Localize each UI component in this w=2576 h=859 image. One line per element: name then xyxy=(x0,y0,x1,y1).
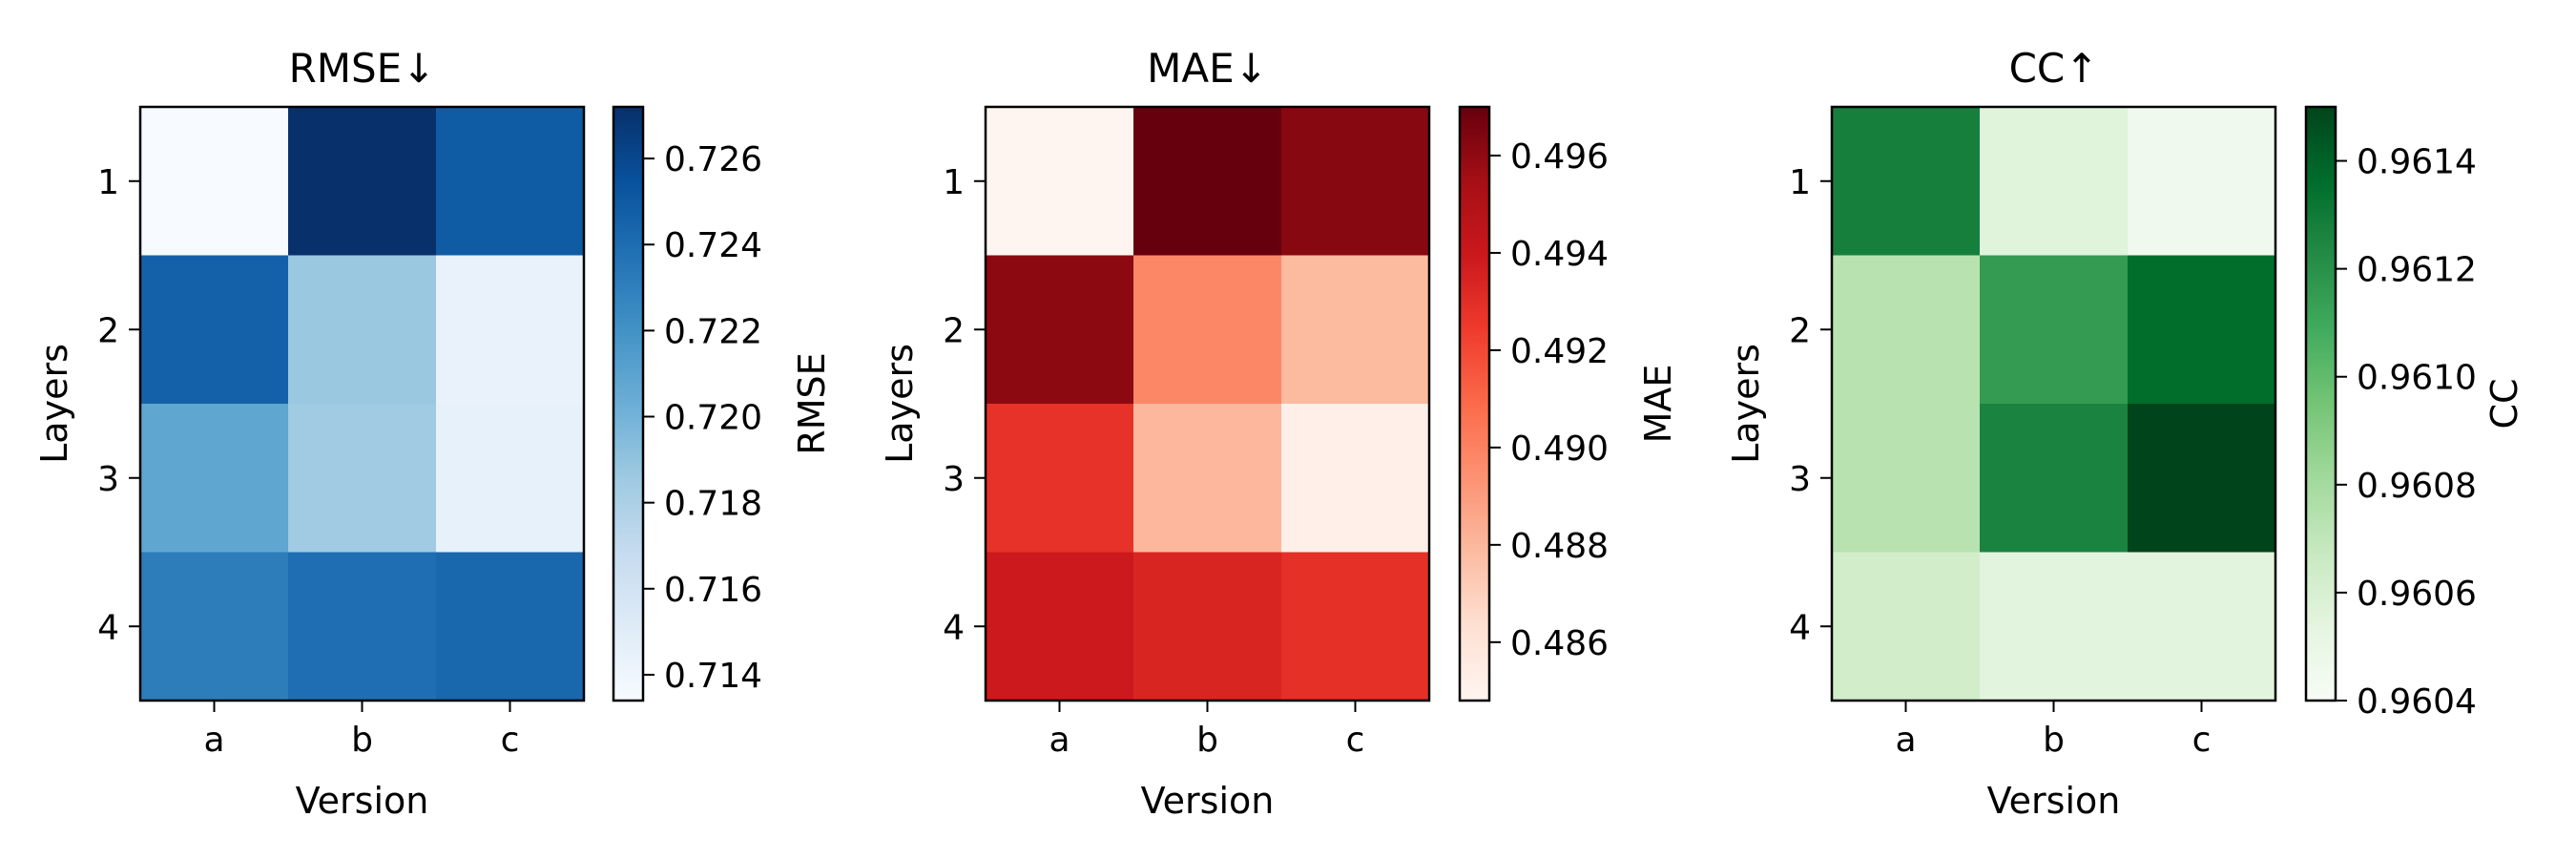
y-axis-label: Layers xyxy=(33,344,75,464)
colorbar-frame xyxy=(612,105,645,702)
heatmap-cell-r4-c1 xyxy=(140,552,289,702)
colorbar-tick-label: 0.726 xyxy=(664,140,762,179)
x-axis-label: Version xyxy=(1987,780,2121,822)
x-tick-label-a: a xyxy=(203,721,224,760)
heatmap-cell-r1-c2 xyxy=(1980,107,2129,257)
y-tick-label-2: 2 xyxy=(1789,311,1811,350)
colorbar-label: CC xyxy=(2483,378,2525,429)
y-tick-label-3: 3 xyxy=(943,460,965,499)
heatmap-cell-r2-c2 xyxy=(288,255,437,405)
heatmap-cell-r1-c3 xyxy=(1281,107,1430,257)
x-tick-label-c: c xyxy=(1346,721,1365,760)
heatmap-cell-r2-c1 xyxy=(140,255,289,405)
y-axis-label: Layers xyxy=(879,344,921,464)
y-tick-label-4: 4 xyxy=(1789,608,1811,647)
heatmap-cell-r1-c1 xyxy=(986,107,1134,257)
colorbar-frame xyxy=(1458,105,1491,702)
heatmap-cell-r3-c2 xyxy=(288,404,437,554)
heatmap-cell-r4-c3 xyxy=(436,552,585,702)
heatmap-cell-r2-c2 xyxy=(1133,255,1282,405)
x-tick-label-a: a xyxy=(1049,721,1070,760)
colorbar-tick-label: 0.494 xyxy=(1510,235,1609,274)
heatmap-cell-r4-c1 xyxy=(986,552,1134,702)
heatmap-cell-r4-c2 xyxy=(1980,552,2129,702)
heatmap-cell-r2-c1 xyxy=(1832,255,1981,405)
colorbar-tick-label: 0.492 xyxy=(1510,332,1609,371)
colorbar-tick-label: 0.722 xyxy=(664,312,762,351)
colorbar-label: MAE xyxy=(1637,365,1679,444)
x-axis-label: Version xyxy=(1141,780,1275,822)
colorbar-tick-label: 0.9612 xyxy=(2357,251,2477,290)
heatmap-cell-r2-c1 xyxy=(986,255,1134,405)
x-tick-label-b: b xyxy=(2043,721,2065,760)
colorbar-tick-label: 0.720 xyxy=(664,399,762,438)
colorbar-tick-label: 0.496 xyxy=(1510,137,1609,177)
chart-title: CC↑ xyxy=(2009,45,2099,92)
colorbar-tick-label: 0.9610 xyxy=(2357,359,2477,398)
heatmap-cell-r3-c3 xyxy=(2128,404,2276,554)
x-axis-label: Version xyxy=(296,780,429,822)
colorbar-tick-label: 0.488 xyxy=(1510,527,1609,566)
colorbar-frame xyxy=(2304,105,2337,702)
heatmap-cell-r3-c3 xyxy=(1281,404,1430,554)
y-tick-label-4: 4 xyxy=(943,608,965,647)
colorbar xyxy=(1460,107,1489,701)
heatmap-cell-r2-c3 xyxy=(436,255,585,405)
colorbar xyxy=(613,107,643,701)
y-tick-label-1: 1 xyxy=(1789,163,1811,202)
colorbar-tick-label: 0.9606 xyxy=(2357,575,2477,614)
y-tick-label-1: 1 xyxy=(943,163,965,202)
heatmap-cell-r4-c1 xyxy=(1832,552,1981,702)
y-tick-label-1: 1 xyxy=(97,163,119,202)
y-tick-label-3: 3 xyxy=(97,460,119,499)
heatmap-cell-r3-c2 xyxy=(1133,404,1282,554)
colorbar-tick-label: 0.9608 xyxy=(2357,467,2477,506)
heatmap-cell-r2-c3 xyxy=(2128,255,2276,405)
y-tick-label-3: 3 xyxy=(1789,460,1811,499)
colorbar-tick-label: 0.718 xyxy=(664,485,762,524)
heatmap-cell-r1-c1 xyxy=(140,107,289,257)
x-tick-label-c: c xyxy=(2192,721,2212,760)
heatmap-cell-r3-c1 xyxy=(140,404,289,554)
heatmap-cell-r3-c1 xyxy=(986,404,1134,554)
colorbar-tick-label: 0.714 xyxy=(664,657,762,696)
colorbar-tick-label: 0.724 xyxy=(664,226,762,265)
y-axis-label: Layers xyxy=(1725,344,1767,464)
colorbar-tick-label: 0.486 xyxy=(1510,624,1609,663)
chart-title: RMSE↓ xyxy=(289,45,436,92)
colorbar-label: RMSE xyxy=(791,352,833,454)
heatmap-cell-r3-c3 xyxy=(436,404,585,554)
y-tick-label-2: 2 xyxy=(943,311,965,350)
heatmap-cell-r4-c3 xyxy=(2128,552,2276,702)
x-tick-label-b: b xyxy=(351,721,373,760)
colorbar-tick-label: 0.490 xyxy=(1510,430,1609,469)
heatmap-cell-r1-c2 xyxy=(288,107,437,257)
heatmap-cell-r1-c3 xyxy=(436,107,585,257)
heatmap-cell-r3-c1 xyxy=(1832,404,1981,554)
colorbar-tick-label: 0.716 xyxy=(664,571,762,610)
heatmap-cell-r4-c2 xyxy=(288,552,437,702)
heatmap-cell-r4-c3 xyxy=(1281,552,1430,702)
heatmap-cell-r2-c2 xyxy=(1980,255,2129,405)
y-tick-label-2: 2 xyxy=(97,311,119,350)
heatmap-cell-r1-c1 xyxy=(1832,107,1981,257)
heatmap-cell-r4-c2 xyxy=(1133,552,1282,702)
x-tick-label-b: b xyxy=(1196,721,1218,760)
chart-title: MAE↓ xyxy=(1147,45,1268,92)
heatmap-cell-r2-c3 xyxy=(1281,255,1430,405)
x-tick-label-a: a xyxy=(1895,721,1916,760)
colorbar-tick-label: 0.9604 xyxy=(2357,682,2477,722)
heatmap-cell-r1-c2 xyxy=(1133,107,1282,257)
heatmap-cell-r3-c2 xyxy=(1980,404,2129,554)
y-tick-label-4: 4 xyxy=(97,608,119,647)
heatmap-cell-r1-c3 xyxy=(2128,107,2276,257)
colorbar xyxy=(2306,107,2336,701)
colorbar-tick-label: 0.9614 xyxy=(2357,143,2477,182)
x-tick-label-c: c xyxy=(501,721,520,760)
